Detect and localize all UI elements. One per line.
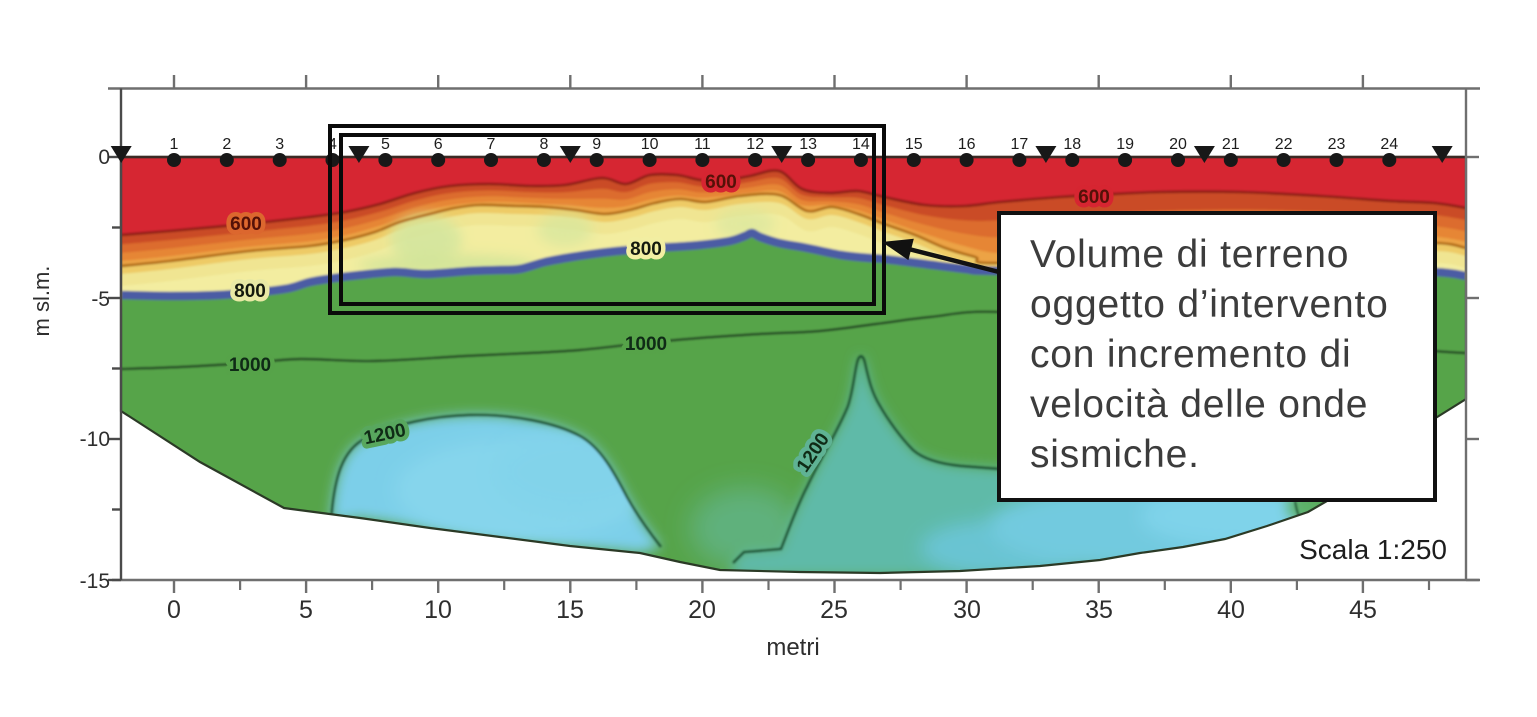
svg-text:5: 5 (381, 136, 390, 153)
svg-text:15: 15 (556, 596, 584, 624)
svg-text:600: 600 (705, 172, 737, 193)
svg-text:45: 45 (1349, 596, 1377, 624)
svg-text:-10: -10 (80, 428, 110, 451)
svg-text:0: 0 (98, 146, 110, 169)
svg-text:16: 16 (958, 136, 976, 153)
svg-text:40: 40 (1217, 596, 1245, 624)
svg-text:velocità delle onde: velocità delle onde (1030, 383, 1368, 426)
svg-text:10: 10 (424, 596, 452, 624)
svg-text:6: 6 (434, 136, 443, 153)
svg-text:800: 800 (630, 239, 662, 260)
svg-text:19: 19 (1116, 136, 1134, 153)
svg-text:25: 25 (820, 596, 848, 624)
svg-text:9: 9 (592, 136, 601, 153)
svg-text:-5: -5 (91, 288, 110, 311)
svg-text:600: 600 (1078, 187, 1110, 208)
svg-text:14: 14 (852, 136, 870, 153)
svg-text:20: 20 (1169, 136, 1187, 153)
svg-text:22: 22 (1275, 136, 1293, 153)
svg-text:1000: 1000 (229, 355, 271, 376)
svg-text:17: 17 (1011, 136, 1029, 153)
svg-text:1000: 1000 (625, 334, 667, 355)
svg-text:1: 1 (170, 136, 179, 153)
svg-text:7: 7 (487, 136, 496, 153)
svg-text:8: 8 (539, 136, 548, 153)
svg-text:13: 13 (799, 136, 817, 153)
svg-text:5: 5 (299, 596, 313, 624)
svg-text:23: 23 (1328, 136, 1346, 153)
svg-text:m sl.m.: m sl.m. (29, 266, 54, 337)
svg-text:sismiche.: sismiche. (1030, 433, 1200, 476)
svg-text:-15: -15 (80, 570, 110, 593)
svg-text:con incremento di: con incremento di (1030, 333, 1351, 376)
svg-text:10: 10 (641, 136, 659, 153)
svg-text:15: 15 (905, 136, 923, 153)
svg-text:3: 3 (275, 136, 284, 153)
svg-text:0: 0 (167, 596, 181, 624)
svg-text:12: 12 (746, 136, 764, 153)
svg-text:24: 24 (1380, 136, 1398, 153)
svg-text:Scala 1:250: Scala 1:250 (1299, 534, 1447, 565)
svg-text:2: 2 (222, 136, 231, 153)
svg-text:4: 4 (328, 136, 337, 153)
svg-text:21: 21 (1222, 136, 1240, 153)
svg-text:600: 600 (230, 214, 262, 235)
svg-text:30: 30 (953, 596, 981, 624)
svg-text:Volume di terreno: Volume di terreno (1030, 233, 1349, 276)
svg-text:800: 800 (234, 281, 266, 302)
svg-text:11: 11 (694, 136, 711, 153)
svg-text:35: 35 (1085, 596, 1113, 624)
svg-text:metri: metri (766, 634, 819, 661)
svg-text:20: 20 (688, 596, 716, 624)
svg-text:18: 18 (1063, 136, 1081, 153)
svg-text:oggetto d’intervento: oggetto d’intervento (1030, 283, 1389, 326)
